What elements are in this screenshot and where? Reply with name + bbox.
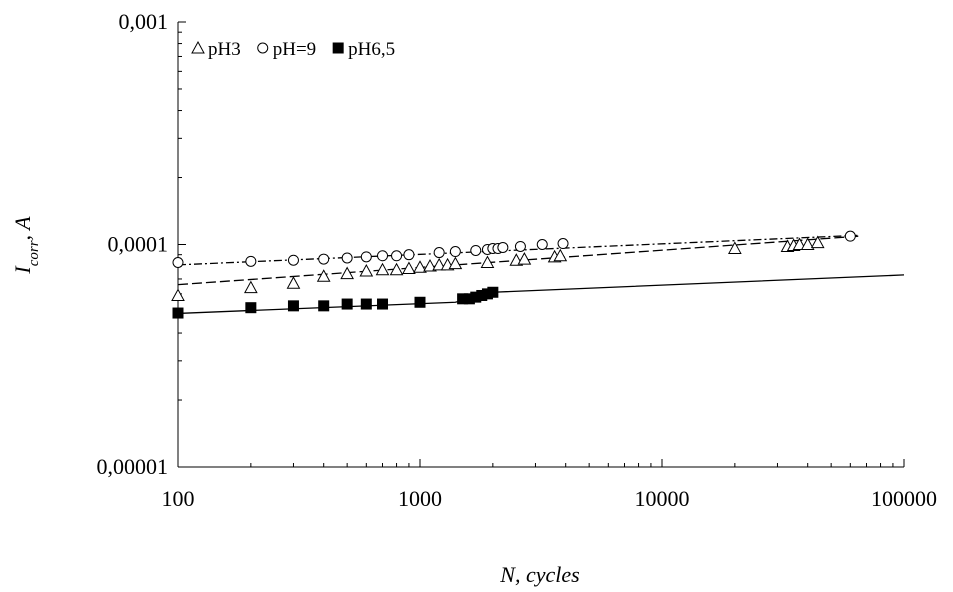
marker (497, 241, 509, 253)
marker (244, 280, 258, 294)
marker (391, 250, 403, 262)
marker (457, 293, 469, 305)
y-tick-label: 0,001 (119, 9, 169, 34)
marker (514, 240, 526, 252)
marker (340, 266, 354, 280)
y-axis-label: Icorr, A (10, 216, 42, 275)
marker (413, 260, 427, 273)
marker (360, 251, 372, 263)
marker (377, 250, 389, 262)
marker (341, 252, 353, 264)
legend-marker (257, 42, 269, 54)
legend-marker (332, 42, 344, 54)
marker (318, 300, 330, 312)
marker (414, 296, 426, 308)
marker (403, 249, 415, 261)
marker (800, 237, 815, 250)
marker (172, 257, 184, 269)
x-tick-label: 1000 (398, 486, 442, 511)
x-tick-label: 100000 (871, 486, 937, 511)
marker (476, 289, 488, 301)
legend-label: pH3 (208, 39, 241, 60)
marker (341, 298, 353, 310)
y-label-rest: , A (10, 216, 35, 241)
marker (245, 302, 257, 314)
legend: pH3 pH=9 pH6,5 (191, 39, 395, 60)
marker (172, 307, 184, 319)
x-tick-label: 10000 (635, 486, 690, 511)
marker (536, 239, 548, 250)
y-tick-label: 0,00001 (97, 454, 169, 479)
fit-line (177, 274, 905, 315)
marker (423, 259, 437, 272)
marker (287, 254, 299, 266)
marker (463, 293, 475, 305)
marker (245, 255, 257, 267)
marker (375, 262, 390, 276)
marker (470, 244, 482, 256)
marker (448, 256, 463, 270)
x-tick-label: 100 (162, 486, 195, 511)
marker (287, 300, 299, 312)
marker (810, 235, 825, 249)
marker (470, 291, 482, 303)
y-tick-label: 0,0001 (108, 232, 169, 257)
marker (316, 269, 331, 282)
marker (480, 255, 495, 269)
marker (359, 263, 374, 277)
marker (171, 288, 185, 301)
marker (728, 241, 742, 254)
legend-label: pH=9 (273, 39, 316, 60)
marker (433, 247, 445, 259)
marker (402, 261, 416, 275)
legend-marker (191, 40, 205, 54)
marker (557, 238, 569, 250)
marker (377, 298, 389, 310)
marker (318, 253, 330, 265)
marker (517, 252, 532, 265)
marker (792, 237, 807, 250)
y-label-sub: corr (26, 240, 42, 266)
marker (360, 298, 372, 310)
marker (389, 262, 404, 276)
x-axis-label: N, cycles (499, 562, 579, 587)
marker (449, 246, 461, 258)
legend-label: pH6,5 (348, 39, 395, 60)
marker (286, 276, 301, 289)
marker (432, 257, 447, 271)
marker (553, 248, 568, 262)
marker (487, 286, 499, 298)
y-label-main: I (10, 265, 35, 275)
marker (844, 230, 856, 242)
